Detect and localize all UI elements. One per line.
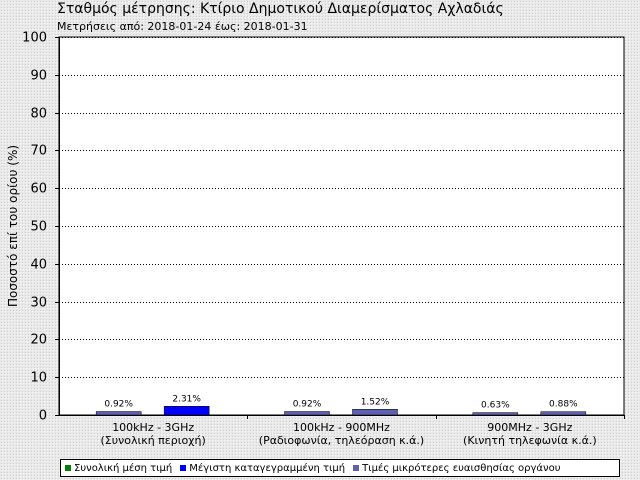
legend-item: Μέγιστη καταγεγραμμένη τιμή [180, 463, 345, 474]
legend-item: Συνολική μέση τιμή [65, 463, 172, 474]
legend-label: Τιμές μικρότερες ευαισθησίας οργάνου [362, 462, 561, 474]
y-tick-label: 50 [30, 220, 47, 235]
y-axis-label: Ποσοστό επί του ορίου (%) [6, 145, 20, 307]
bar-maximum [540, 411, 587, 416]
chart-title: Σταθμός μέτρησης: Κτίριο Δημοτικού Διαμε… [57, 1, 504, 17]
legend-item: Τιμές μικρότερες ευαισθησίας οργάνου [353, 462, 561, 474]
legend-label: Συνολική μέση τιμή [74, 462, 173, 474]
x-tick-label-sub: (Κινητή τηλεφωνία κ.ά.) [463, 434, 597, 447]
bar-average [472, 412, 519, 416]
bar-value-label: 1.52% [361, 397, 390, 407]
bar-maximum [163, 406, 210, 416]
x-tick-label: 900MHz - 3GHz [487, 421, 572, 434]
y-tick-label: 40 [30, 258, 47, 273]
x-tick-label: 100kHz - 900MHz [293, 421, 390, 434]
y-tick-label: 20 [30, 333, 47, 348]
x-tick-label: 100kHz - 3GHz [112, 421, 194, 434]
bar-value-label: 0.92% [104, 400, 133, 410]
x-tick-label-sub: (Ραδιοφωνία, τηλεόραση κ.ά.) [259, 434, 424, 447]
y-tick-label: 30 [30, 296, 47, 311]
bar-chart: 0 10 20 30 40 50 60 70 80 90 100 Ποσοστό επί του ορ… [6, 31, 625, 447]
legend-swatch [65, 465, 71, 471]
legend-swatch [353, 465, 360, 471]
legend-swatch [180, 465, 187, 471]
bar-average [95, 411, 142, 416]
bar-value-label: 0.63% [481, 401, 510, 411]
y-tick-label: 90 [30, 69, 47, 84]
legend-label: Μέγιστη καταγεγραμμένη τιμή [189, 462, 346, 474]
chart-subtitle: Μετρήσεις από: 2018-01-24 έως: 2018-01-3… [57, 20, 308, 33]
y-tick-label: 60 [30, 182, 47, 197]
bar-value-label: 0.92% [293, 400, 322, 410]
y-tick-label: 80 [30, 107, 47, 122]
bar-value-label: 2.31% [172, 394, 201, 404]
bar-value-label: 0.88% [549, 400, 578, 410]
chart-legend: Συνολική μέση τιμή Μέγιστη καταγεγραμμένη… [60, 459, 620, 477]
y-tick-label: 70 [30, 144, 47, 159]
y-tick-label: 100 [22, 31, 47, 46]
bar-average [284, 411, 330, 416]
x-tick-label-sub: (Συνολική περιοχή) [101, 434, 206, 447]
bar-maximum [352, 409, 398, 416]
y-tick-label: 0 [39, 409, 47, 424]
y-tick-label: 10 [30, 371, 47, 386]
